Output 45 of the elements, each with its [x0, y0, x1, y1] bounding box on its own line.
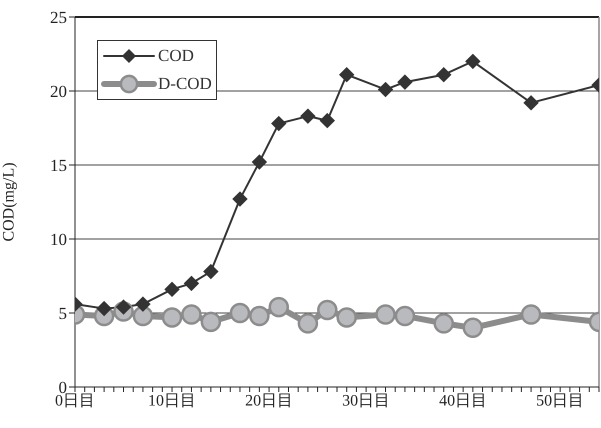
x-tick-label: 50日目: [536, 392, 584, 410]
point: [524, 95, 539, 110]
point: [135, 296, 150, 312]
legend-label: COD: [158, 46, 194, 66]
point: [520, 304, 542, 325]
point: [252, 154, 267, 170]
point: [465, 54, 480, 69]
point: [230, 302, 250, 324]
point: [317, 300, 338, 320]
point: [397, 74, 412, 90]
point: [271, 116, 286, 132]
x-tick-label: 30日目: [342, 392, 390, 410]
y-axis-title: COD(mg/L): [0, 162, 18, 242]
point: [200, 312, 222, 332]
x-tick-label: 0日目: [55, 392, 95, 410]
y-tick-label: 10: [50, 230, 67, 250]
y-tick-label: 20: [50, 82, 67, 102]
x-tick-label: 40日目: [439, 392, 488, 410]
point: [336, 307, 357, 328]
point: [436, 67, 452, 82]
point: [375, 304, 396, 325]
point: [300, 108, 316, 124]
point: [184, 276, 199, 291]
point: [96, 301, 112, 316]
point: [132, 306, 154, 326]
point: [298, 313, 318, 334]
point: [181, 304, 202, 325]
point: [268, 296, 290, 318]
point: [162, 307, 182, 328]
point: [433, 313, 454, 334]
point: [249, 306, 270, 326]
legend-label: D-COD: [158, 74, 212, 94]
point: [203, 264, 218, 280]
point: [320, 113, 335, 128]
point: [394, 306, 416, 326]
y-tick-label: 25: [50, 8, 67, 28]
point: [232, 192, 248, 207]
point: [462, 318, 484, 338]
x-tick-label: 10日目: [148, 392, 196, 410]
y-tick-label: 5: [58, 304, 67, 324]
x-tick-label: 20日目: [245, 392, 294, 410]
y-tick-label: 15: [50, 156, 67, 176]
point: [378, 82, 394, 98]
point: [164, 282, 180, 297]
point: [339, 67, 354, 82]
